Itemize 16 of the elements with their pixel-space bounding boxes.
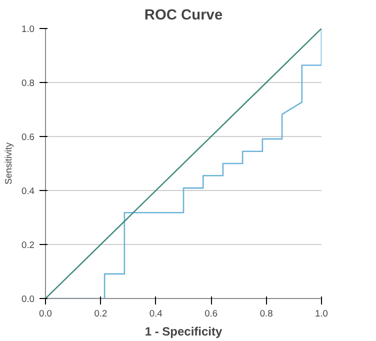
x-tick-label: 0.0 xyxy=(39,308,52,318)
y-tick-label: 0.2 xyxy=(22,240,34,250)
y-axis-title: Sensitivity xyxy=(4,142,14,184)
x-axis-title: 1 - Specificity xyxy=(144,324,223,338)
y-tick-label: 1.0 xyxy=(22,24,34,34)
x-tick-label: 0.2 xyxy=(94,308,108,318)
x-tick-label: 0.6 xyxy=(204,308,218,318)
y-tick-label: 0.8 xyxy=(22,78,34,88)
x-tick-label: 0.8 xyxy=(260,308,273,318)
chart-title: ROC Curve xyxy=(144,8,223,24)
y-tick-label: 0.0 xyxy=(22,294,34,304)
x-tick-label: 1.0 xyxy=(315,308,328,318)
y-tick-label: 0.6 xyxy=(22,132,34,142)
x-tick-label: 0.4 xyxy=(149,308,162,318)
y-tick-label: 0.4 xyxy=(22,186,34,196)
line-series xyxy=(46,28,322,298)
